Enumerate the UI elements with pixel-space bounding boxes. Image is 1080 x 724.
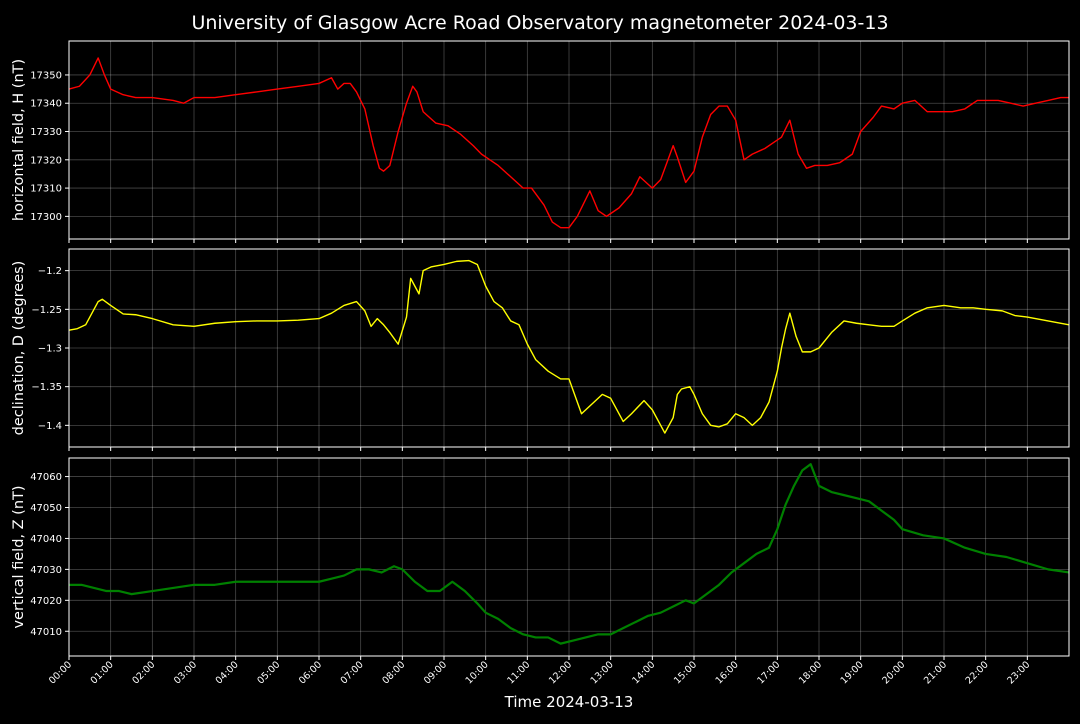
y-tick-label: −1.3 [38, 344, 62, 355]
y-tick-label: −1.25 [31, 305, 62, 316]
subplots: 17300 17310 17320 17330 17340 17350horizontal… [11, 40, 1070, 660]
y-tick-label: 17330 [30, 127, 62, 138]
y-tick-label: 17310 [30, 184, 62, 195]
y-axis-label: vertical field, Z (nT) [11, 485, 27, 628]
y-tick-label: 17300 [30, 212, 62, 223]
y-tick-label: 47020 [30, 596, 62, 607]
y-tick-label: 47040 [30, 534, 62, 545]
y-tick-label: 17350 [30, 70, 62, 81]
y-tick-label: 47060 [30, 472, 62, 483]
y-tick-label: 17340 [30, 99, 62, 110]
axes-frame [68, 457, 1070, 657]
y-tick-label: −1.35 [31, 382, 62, 393]
x-axis-label: Time 2024-03-13 [504, 693, 634, 711]
declination-panel: −1.4 −1.35 −1.3 −1.25 −1.2 declination, D (de… [11, 248, 1070, 451]
series-line [69, 463, 1070, 645]
figure-title: University of Glasgow Acre Road Observat… [191, 12, 888, 34]
axes-frame [68, 248, 1070, 448]
series-line [68, 259, 1070, 434]
y-tick-label: 47050 [30, 503, 62, 514]
y-tick-label: −1.4 [38, 421, 62, 432]
axes-frame [68, 40, 1070, 240]
y-tick-label: 17320 [30, 155, 62, 166]
y-tick-label: −1.2 [38, 266, 62, 277]
y-axis-label: declination, D (degrees) [11, 261, 27, 436]
h-field-panel: 17300 17310 17320 17330 17340 17350horizontal… [11, 40, 1070, 243]
series-line [68, 57, 1069, 229]
y-axis-label: horizontal field, H (nT) [11, 59, 27, 221]
y-tick-label: 47010 [30, 627, 62, 638]
y-tick-label: 47030 [30, 565, 62, 576]
